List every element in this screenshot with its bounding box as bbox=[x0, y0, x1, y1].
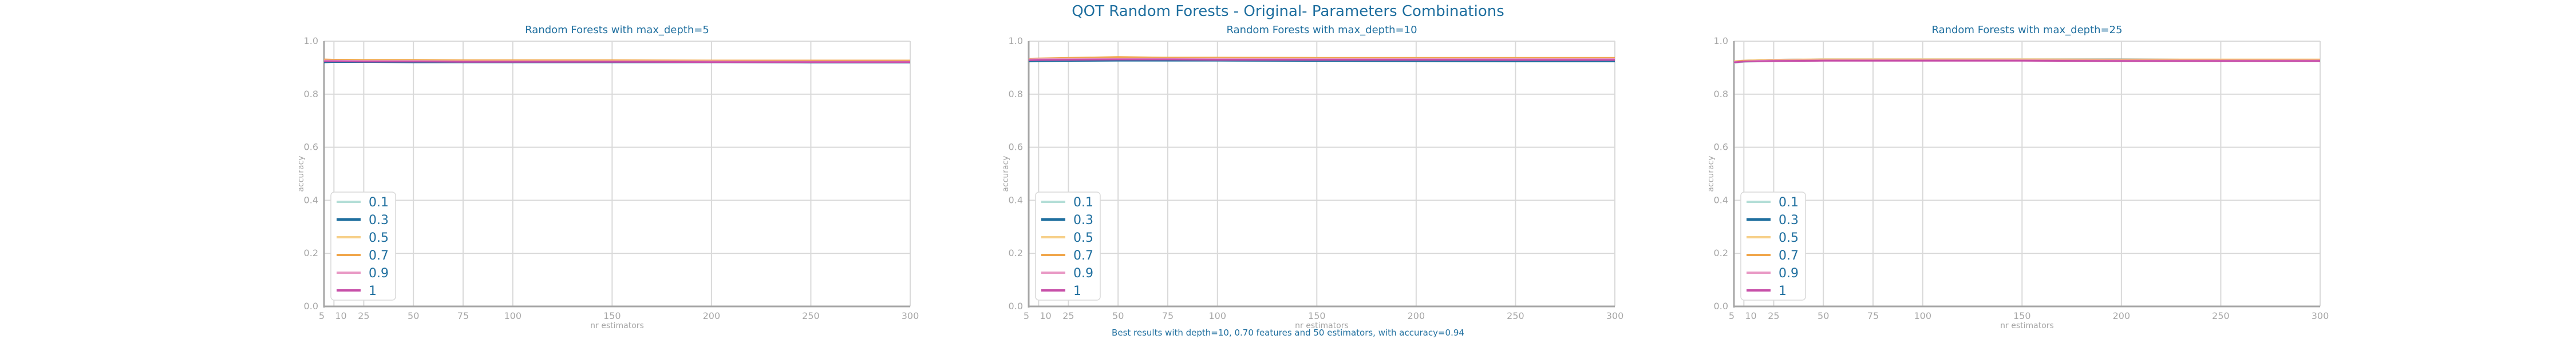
legend-label: 0.1 bbox=[1779, 196, 1799, 210]
legend-label: 0.3 bbox=[1779, 213, 1799, 228]
x-tick-label: 300 bbox=[2312, 310, 2329, 321]
x-tick-label: 5 bbox=[319, 310, 325, 321]
x-tick-label: 200 bbox=[1408, 310, 1425, 321]
legend: 0.1 0.3 0.5 0.7 0.9 1 bbox=[1740, 192, 1806, 301]
legend-label: 1 bbox=[369, 284, 377, 298]
y-axis-label: accuracy bbox=[297, 155, 306, 192]
x-tick-label: 250 bbox=[802, 310, 820, 321]
legend-label: 0.5 bbox=[1779, 231, 1799, 245]
legend: 0.1 0.3 0.5 0.7 0.9 1 bbox=[1035, 192, 1101, 301]
chart-panels: Random Forests with max_depth=5 0.0 0.2 0.4… bbox=[297, 24, 2329, 330]
x-axis-label: nr estimators bbox=[590, 321, 644, 330]
x-tick-label: 300 bbox=[1606, 310, 1624, 321]
x-tick-label: 200 bbox=[703, 310, 721, 321]
x-tick-label: 300 bbox=[902, 310, 919, 321]
y-tick-label: 1.0 bbox=[1714, 35, 1728, 46]
y-tick-label: 0.6 bbox=[1009, 142, 1023, 153]
chart-title: Random Forests with max_depth=25 bbox=[1931, 24, 2122, 36]
x-tick-label: 50 bbox=[1818, 310, 1829, 321]
y-tick-label: 0.6 bbox=[304, 142, 318, 153]
x-tick-label: 50 bbox=[1112, 310, 1124, 321]
y-tick-label: 0.8 bbox=[1714, 89, 1728, 99]
chart-title: Random Forests with max_depth=5 bbox=[525, 24, 709, 36]
x-tick-label: 25 bbox=[1768, 310, 1779, 321]
series-line-0.7 bbox=[1028, 56, 1615, 60]
x-tick-label: 150 bbox=[1308, 310, 1326, 321]
chart-title: Random Forests with max_depth=10 bbox=[1226, 24, 1417, 36]
x-tick-label: 25 bbox=[1062, 310, 1074, 321]
y-tick-label: 0.0 bbox=[304, 301, 318, 312]
legend-label: 0.1 bbox=[369, 196, 389, 210]
y-tick-label: 0.8 bbox=[304, 89, 318, 99]
x-tick-label: 100 bbox=[504, 310, 521, 321]
y-tick-label: 0.8 bbox=[1009, 89, 1023, 99]
legend-label: 0.9 bbox=[1779, 266, 1799, 281]
y-tick-label: 0.0 bbox=[1009, 301, 1023, 312]
series-line-1 bbox=[324, 60, 910, 63]
figure-title: QOT Random Forests - Original- Parameter… bbox=[1072, 3, 1504, 20]
x-axis-label: nr estimators bbox=[1295, 321, 1349, 330]
x-tick-label: 150 bbox=[2013, 310, 2031, 321]
x-axis-label: nr estimators bbox=[2000, 321, 2054, 330]
x-tick-label: 10 bbox=[1040, 310, 1051, 321]
y-tick-label: 1.0 bbox=[304, 35, 318, 46]
legend-label: 0.5 bbox=[369, 231, 389, 245]
legend-label: 0.9 bbox=[1073, 266, 1093, 281]
chart-panel-2: Random Forests with max_depth=10 0.0 0.2 0.… bbox=[1001, 24, 1623, 330]
y-tick-label: 0.4 bbox=[1714, 194, 1728, 205]
legend-label: 0.7 bbox=[1779, 249, 1799, 263]
chart-panel-1: Random Forests with max_depth=5 0.0 0.2 0.4… bbox=[297, 24, 919, 330]
x-tick-label: 200 bbox=[2113, 310, 2131, 321]
series-line-0.7 bbox=[323, 58, 910, 62]
x-tick-label: 150 bbox=[603, 310, 621, 321]
y-tick-label: 0.2 bbox=[1714, 248, 1728, 258]
x-tick-label: 75 bbox=[1867, 310, 1879, 321]
series-line-1 bbox=[1733, 59, 2320, 63]
y-tick-label: 0.6 bbox=[1714, 142, 1728, 153]
legend-label: 0.7 bbox=[369, 249, 389, 263]
x-tick-label: 25 bbox=[358, 310, 369, 321]
y-axis-label: accuracy bbox=[1706, 155, 1716, 192]
chart-panel-3: Random Forests with max_depth=25 0.0 0.2 0.… bbox=[1706, 24, 2329, 330]
legend-label: 1 bbox=[1779, 284, 1787, 298]
legend-label: 0.1 bbox=[1073, 196, 1093, 210]
x-tick-label: 75 bbox=[1162, 310, 1174, 321]
x-tick-label: 10 bbox=[335, 310, 346, 321]
y-tick-label: 1.0 bbox=[1009, 35, 1023, 46]
legend-label: 0.5 bbox=[1073, 231, 1093, 245]
x-tick-label: 250 bbox=[2212, 310, 2230, 321]
y-tick-label: 0.4 bbox=[1009, 194, 1023, 205]
x-tick-label: 5 bbox=[1024, 310, 1029, 321]
legend: 0.1 0.3 0.5 0.7 0.9 1 bbox=[330, 192, 396, 301]
y-axis-label: accuracy bbox=[1001, 155, 1010, 192]
x-tick-label: 250 bbox=[1507, 310, 1524, 321]
figure-footnote: Best results with depth=10, 0.70 feature… bbox=[1112, 328, 1464, 338]
x-tick-label: 100 bbox=[1914, 310, 1931, 321]
y-tick-label: 0.2 bbox=[304, 248, 318, 258]
x-tick-label: 100 bbox=[1208, 310, 1226, 321]
x-tick-label: 75 bbox=[457, 310, 469, 321]
legend-label: 1 bbox=[1073, 284, 1081, 298]
x-tick-label: 5 bbox=[1729, 310, 1735, 321]
x-tick-label: 10 bbox=[1745, 310, 1756, 321]
y-tick-label: 0.2 bbox=[1009, 248, 1023, 258]
legend-label: 0.3 bbox=[369, 213, 389, 228]
legend-label: 0.7 bbox=[1073, 249, 1093, 263]
legend-label: 0.9 bbox=[369, 266, 389, 281]
legend-label: 0.3 bbox=[1073, 213, 1093, 228]
y-tick-label: 0.0 bbox=[1714, 301, 1728, 312]
x-tick-label: 50 bbox=[408, 310, 419, 321]
y-tick-label: 0.4 bbox=[304, 194, 318, 205]
series-line-1 bbox=[1028, 58, 1615, 61]
